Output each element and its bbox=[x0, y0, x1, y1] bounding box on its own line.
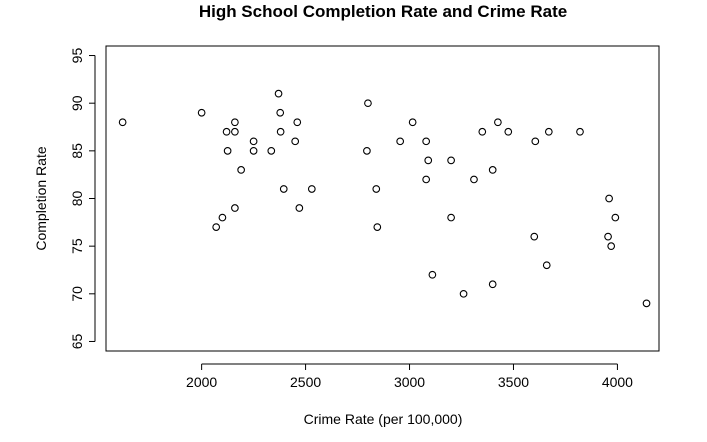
data-point bbox=[249, 137, 258, 146]
data-point bbox=[504, 127, 513, 136]
data-point bbox=[494, 118, 502, 127]
data-point bbox=[293, 118, 302, 127]
data-point bbox=[478, 127, 487, 136]
data-point bbox=[249, 146, 258, 155]
y-tick-label: 80 bbox=[69, 191, 85, 207]
data-point bbox=[372, 185, 381, 193]
y-tick-label: 75 bbox=[69, 238, 85, 254]
x-tick-label: 2500 bbox=[290, 374, 321, 390]
x-axis-label: Crime Rate (per 100,000) bbox=[304, 411, 463, 427]
data-point bbox=[118, 118, 127, 127]
data-point bbox=[607, 242, 616, 251]
data-point bbox=[447, 213, 455, 222]
data-point bbox=[544, 127, 553, 136]
y-axis: 65 70 75 80 85 90 95 bbox=[69, 48, 96, 349]
data-point bbox=[218, 213, 227, 222]
y-tick-label: 70 bbox=[69, 286, 85, 302]
data-point bbox=[197, 108, 206, 117]
data-point bbox=[279, 185, 288, 193]
data-point bbox=[424, 156, 433, 165]
data-point bbox=[276, 127, 285, 136]
data-point bbox=[642, 299, 651, 308]
x-tick-label: 2000 bbox=[186, 374, 217, 390]
data-point bbox=[605, 194, 613, 203]
data-points bbox=[118, 89, 651, 308]
y-tick-label: 95 bbox=[69, 48, 85, 64]
data-point bbox=[274, 89, 283, 98]
data-point bbox=[470, 175, 478, 184]
data-point bbox=[222, 127, 231, 136]
data-point bbox=[604, 232, 612, 241]
data-point bbox=[364, 99, 372, 108]
data-point bbox=[531, 137, 540, 146]
data-point bbox=[447, 156, 455, 165]
data-point bbox=[422, 137, 431, 146]
data-point bbox=[396, 137, 405, 146]
data-point bbox=[428, 270, 437, 279]
plot-frame bbox=[105, 45, 660, 352]
data-point bbox=[488, 280, 497, 289]
data-point bbox=[363, 146, 371, 155]
data-point bbox=[237, 166, 245, 174]
data-point bbox=[307, 185, 316, 193]
chart-title: High School Completion Rate and Crime Ra… bbox=[199, 2, 567, 21]
data-point bbox=[576, 127, 584, 136]
y-tick-label: 65 bbox=[69, 333, 85, 349]
data-point bbox=[295, 204, 304, 212]
y-tick-label: 85 bbox=[69, 143, 85, 159]
data-point bbox=[542, 261, 551, 270]
data-point bbox=[223, 146, 232, 155]
x-tick-label: 3500 bbox=[498, 374, 529, 390]
data-point bbox=[488, 166, 497, 174]
data-point bbox=[231, 127, 239, 136]
data-point bbox=[422, 175, 431, 184]
data-point bbox=[611, 213, 620, 222]
data-point bbox=[373, 223, 382, 231]
data-point bbox=[530, 232, 539, 241]
data-point bbox=[276, 108, 285, 117]
data-point bbox=[408, 118, 417, 127]
data-point bbox=[459, 289, 468, 298]
data-point bbox=[267, 146, 276, 155]
y-axis-label: Completion Rate bbox=[33, 146, 49, 250]
y-tick-label: 90 bbox=[69, 95, 85, 111]
x-axis: 2000 2500 3000 3500 4000 bbox=[186, 363, 633, 390]
data-point bbox=[231, 204, 239, 212]
data-point bbox=[212, 223, 221, 231]
x-tick-label: 4000 bbox=[602, 374, 633, 390]
data-point bbox=[231, 118, 239, 127]
x-tick-label: 3000 bbox=[394, 374, 425, 390]
data-point bbox=[291, 137, 300, 146]
